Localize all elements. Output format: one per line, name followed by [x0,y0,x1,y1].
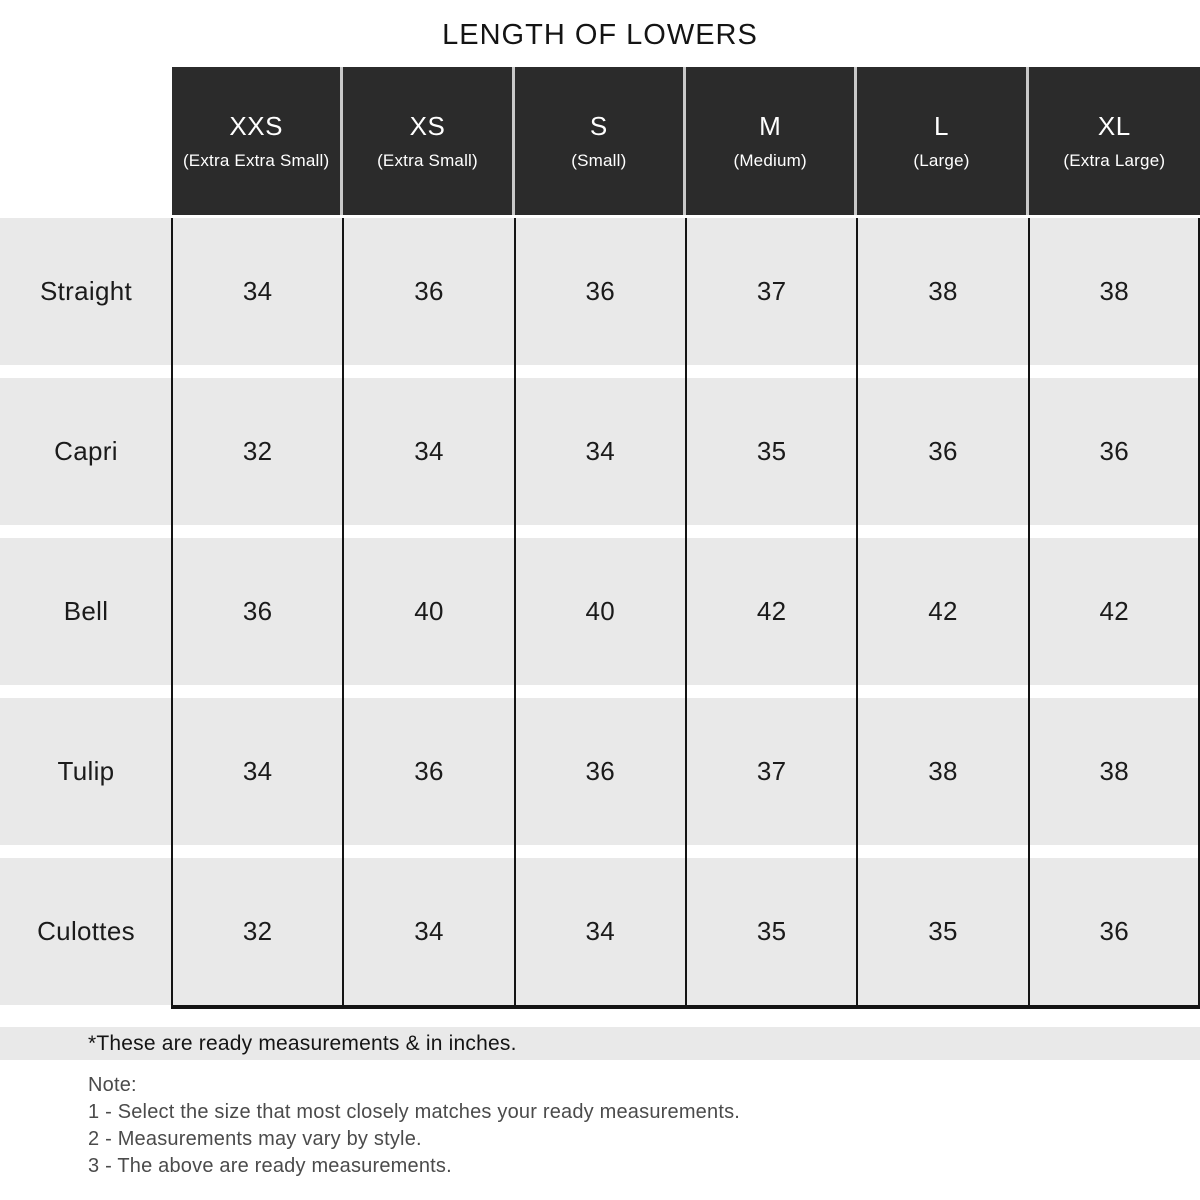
size-full-name: (Extra Extra Small) [182,151,330,170]
row-label: Capri [54,436,118,466]
row-label: Bell [63,596,109,626]
cell-bell-xs: 40 [414,596,444,626]
row-label: Tulip [57,756,115,786]
cell-straight-xs: 36 [414,276,444,306]
table-row-bell: Bell 36 40 40 42 42 42 [0,538,1200,685]
size-full-name: (Small) [571,151,627,170]
table-row-capri: Capri 32 34 34 35 36 36 [0,378,1200,525]
cell-culottes-s: 34 [585,916,616,946]
size-abbr: S [589,111,608,141]
table-bottom-border [172,1005,1200,1009]
cell-straight-s: 36 [585,276,616,306]
cell-culottes-xs: 34 [414,916,444,946]
cell-tulip-m: 37 [756,756,787,786]
cell-tulip-s: 36 [585,756,616,786]
size-full-name: (Large) [913,151,970,170]
cell-straight-xxs: 34 [242,276,273,306]
table-row-culottes: Culottes 32 34 34 35 35 36 [0,858,1200,1005]
note-item-1: 1 - Select the size that most closely ma… [88,1101,741,1123]
size-full-name: (Medium) [733,151,807,170]
cell-capri-xs: 34 [414,436,444,466]
column-header-xxs: XXS (Extra Extra Small) [172,67,344,215]
column-header-xl: XL (Extra Large) [1028,67,1200,215]
note-item-2: 2 - Measurements may vary by style. [88,1128,422,1150]
size-full-name: (Extra Large) [1063,151,1166,170]
cell-culottes-xxs: 32 [242,916,273,946]
cell-straight-m: 37 [756,276,787,306]
footnote-band: *These are ready measurements & in inche… [0,1027,1200,1060]
size-abbr: XL [1097,111,1131,141]
cell-straight-l: 38 [928,276,958,306]
size-abbr: XS [409,111,446,141]
column-header-s: S (Small) [514,67,686,215]
cell-straight-xl: 38 [1099,276,1130,306]
note-block: Note: 1 - Select the size that most clos… [88,1072,740,1180]
column-header-l: L (Large) [857,67,1029,215]
cell-capri-xxs: 32 [242,436,273,466]
cell-tulip-l: 38 [928,756,958,786]
size-table: XXS (Extra Extra Small) XS (Extra Small)… [0,67,1200,1018]
note-item-3: 3 - The above are ready measurements. [88,1155,452,1177]
cell-capri-s: 34 [585,436,616,466]
table-body: Straight 34 36 36 37 38 38 Capri 32 34 3… [0,218,1200,1009]
row-label: Straight [39,276,132,306]
size-full-name: (Extra Small) [377,151,478,170]
cell-tulip-xl: 38 [1099,756,1130,786]
footnote-text: *These are ready measurements & in inche… [88,1031,517,1055]
table-row-tulip: Tulip 34 36 36 37 38 38 [0,698,1200,845]
page-title: LENGTH OF LOWERS [442,19,758,51]
table-header-row: XXS (Extra Extra Small) XS (Extra Small)… [0,67,1200,215]
cell-culottes-l: 35 [928,916,958,946]
cell-capri-xl: 36 [1099,436,1130,466]
table-corner-cell [0,67,172,215]
size-abbr: M [759,111,782,141]
cell-culottes-xl: 36 [1099,916,1130,946]
cell-culottes-m: 35 [756,916,787,946]
cell-bell-m: 42 [756,596,787,626]
cell-bell-xl: 42 [1099,596,1130,626]
cell-bell-s: 40 [585,596,616,626]
cell-bell-l: 42 [928,596,958,626]
column-header-m: M (Medium) [685,67,858,215]
size-abbr: XXS [229,111,283,141]
cell-tulip-xxs: 34 [242,756,273,786]
row-label: Culottes [37,916,135,946]
note-heading: Note: [88,1074,137,1096]
cell-capri-l: 36 [928,436,958,466]
table-row-straight: Straight 34 36 36 37 38 38 [0,218,1200,365]
column-header-xs: XS (Extra Small) [343,67,515,215]
cell-capri-m: 35 [756,436,787,466]
cell-bell-xxs: 36 [242,596,273,626]
size-abbr: L [934,111,949,141]
cell-tulip-xs: 36 [414,756,444,786]
